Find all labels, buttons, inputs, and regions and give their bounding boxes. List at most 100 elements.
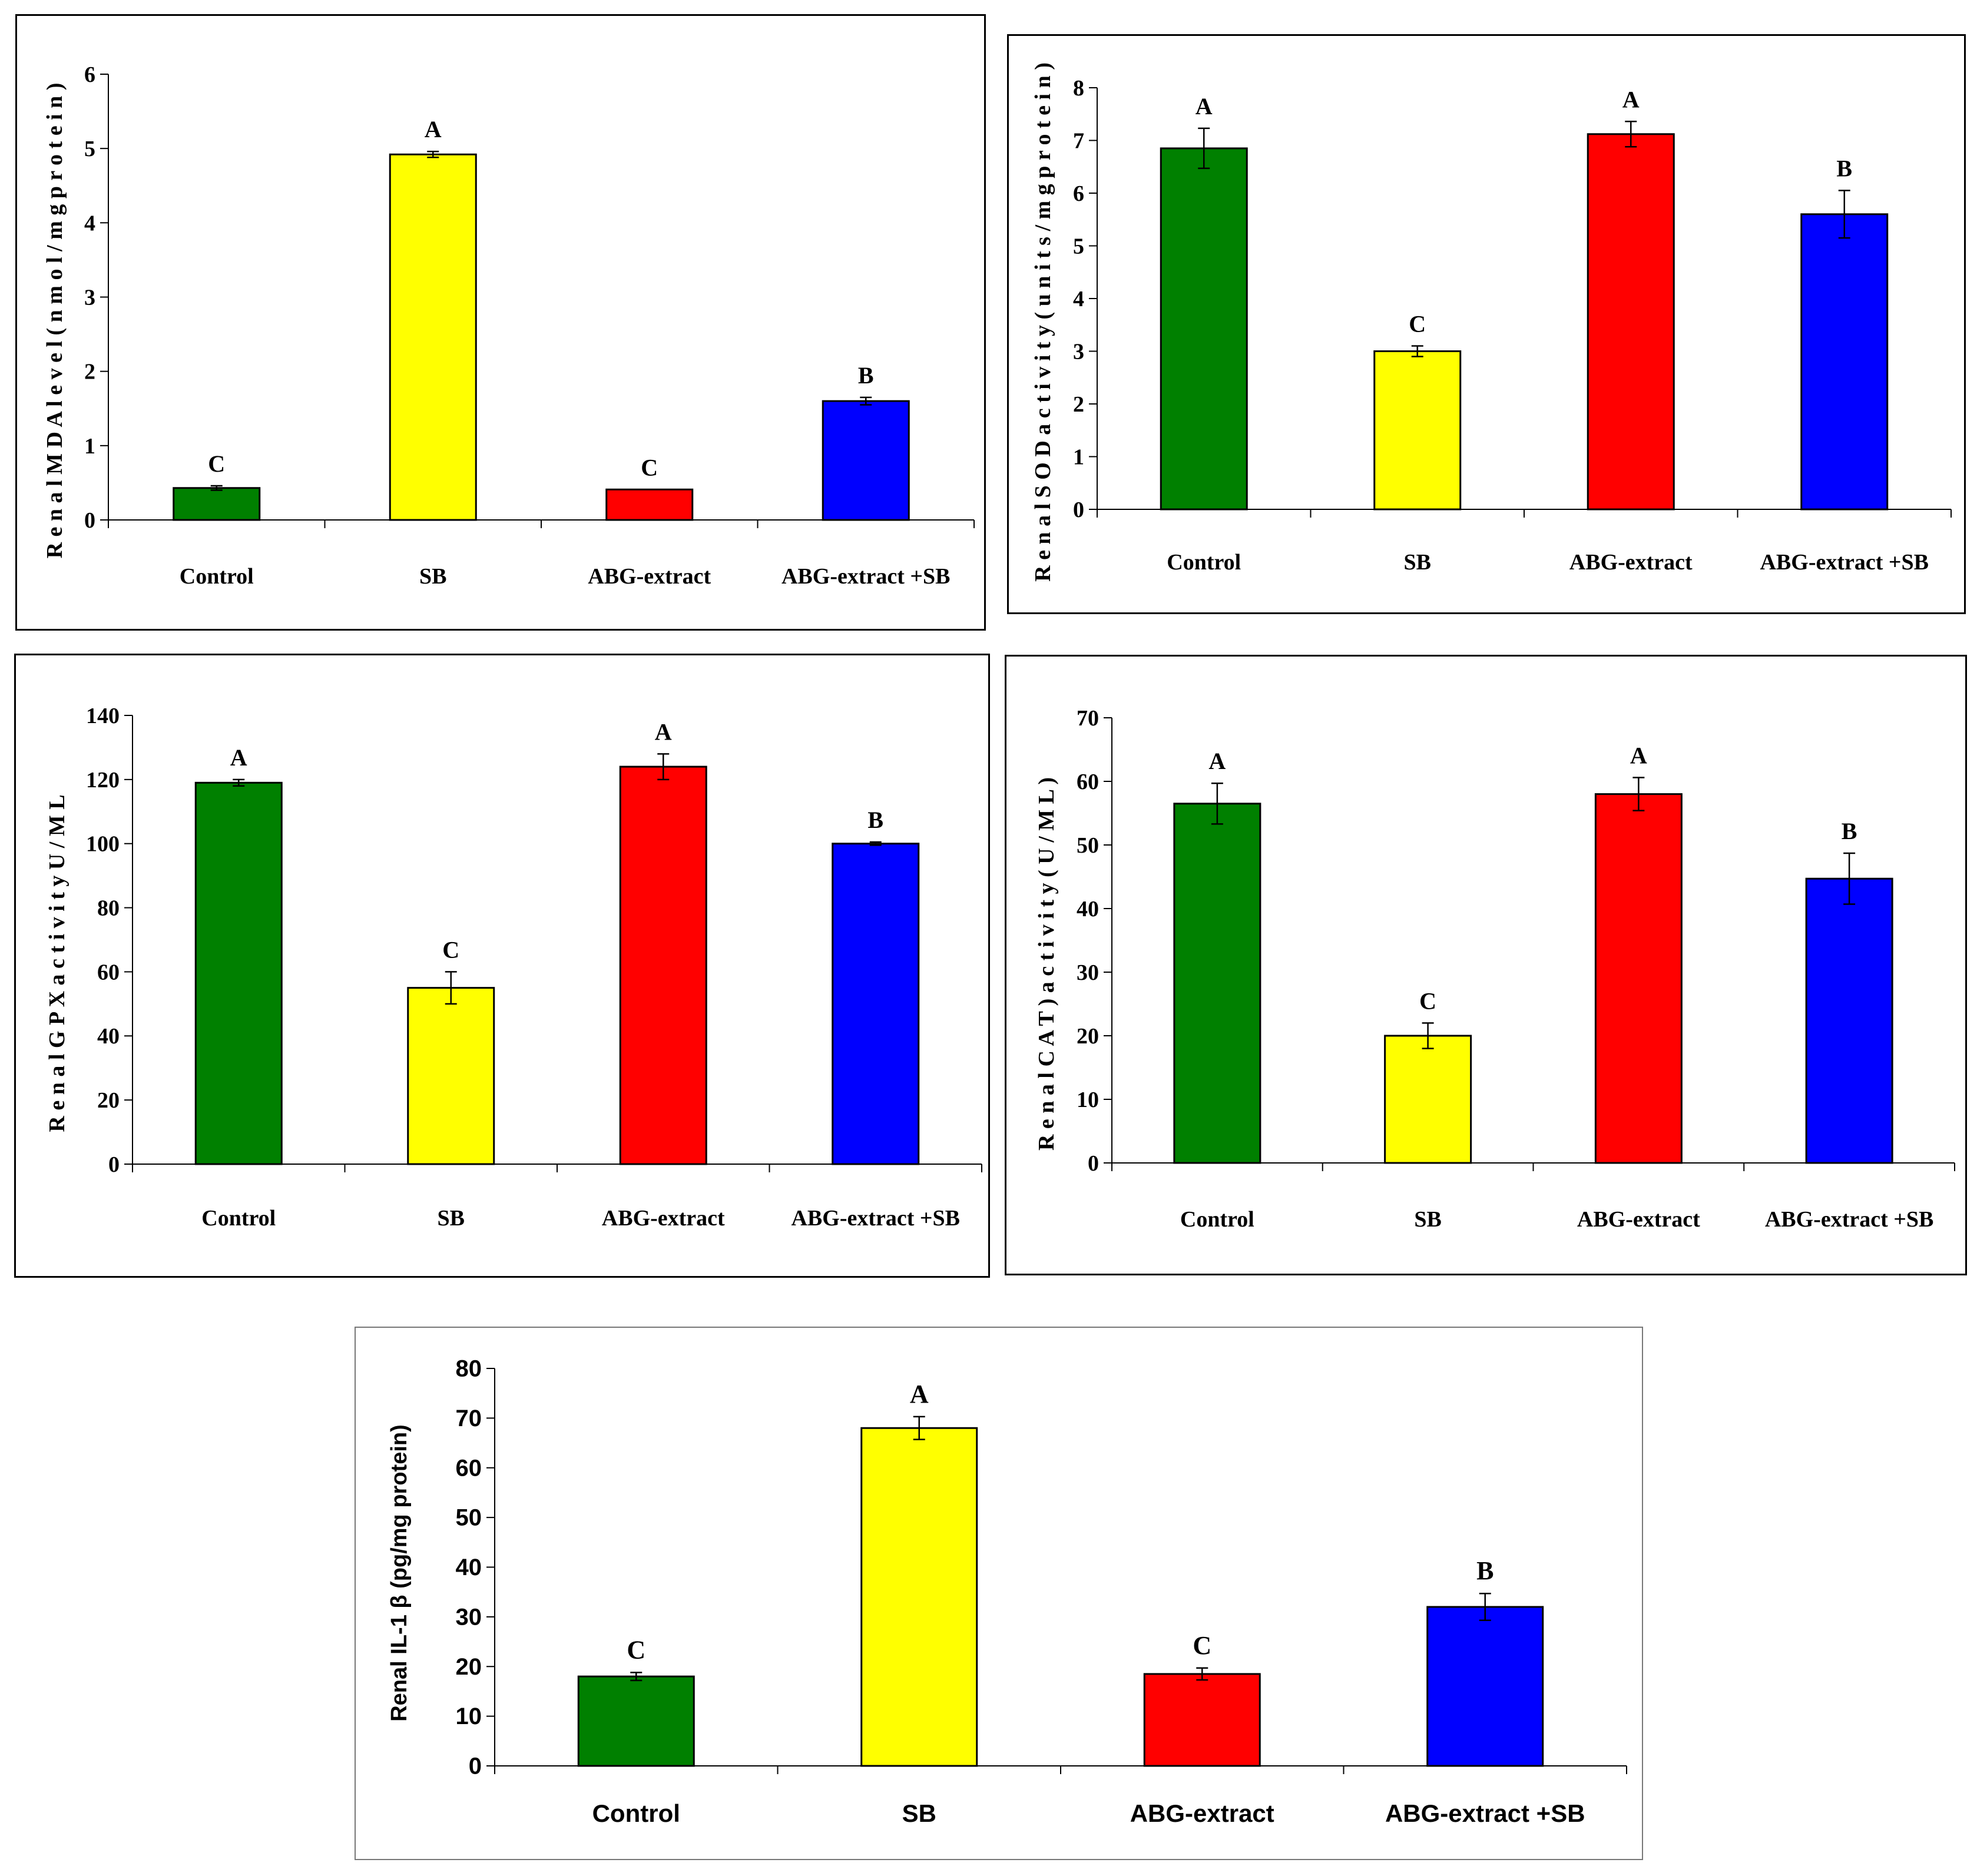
significance-letter: B bbox=[1842, 818, 1857, 844]
category-label: Control bbox=[592, 1799, 680, 1827]
bar-abg-extract bbox=[1143, 1673, 1261, 1767]
category-label: ABG-extract bbox=[602, 1206, 725, 1231]
significance-letter: A bbox=[1630, 743, 1647, 769]
category-label: ABG-extract +SB bbox=[791, 1206, 960, 1231]
category-label: Control bbox=[180, 564, 254, 589]
y-tick-label: 0 bbox=[1073, 498, 1084, 522]
category-label: SB bbox=[1414, 1207, 1441, 1232]
y-tick-label: 0 bbox=[1088, 1151, 1099, 1176]
y-tick-label: 6 bbox=[1073, 181, 1084, 206]
y-tick-label: 10 bbox=[1077, 1088, 1099, 1112]
significance-letter: C bbox=[1419, 987, 1436, 1014]
y-tick-label: 2 bbox=[1073, 392, 1084, 417]
bar-control bbox=[577, 1675, 695, 1767]
category-label: SB bbox=[419, 564, 446, 589]
significance-letter: A bbox=[1208, 748, 1226, 774]
bar-sb bbox=[389, 153, 477, 521]
significance-letter: A bbox=[425, 116, 442, 142]
category-label: ABG-extract bbox=[1577, 1207, 1700, 1232]
chart-mda: 0 1 2 3 4 5 6 C Control A SB C ABG-extract B ABG-extra… bbox=[42, 62, 975, 589]
chart-panel-mda: 0 1 2 3 4 5 6 C Control A SB C ABG-extract B ABG-extra… bbox=[15, 14, 986, 631]
y-tick-label: 0 bbox=[108, 1152, 120, 1177]
chart-gpx: 0 20 40 60 80 100 120 140 A Control C SB A ABG-extrac… bbox=[45, 704, 982, 1231]
y-axis-title: Renal IL-1 β (pg/mg protein) bbox=[387, 1424, 412, 1722]
y-tick-label: 1 bbox=[1073, 445, 1084, 469]
y-axis-title: R e n a l M D A l e v e l ( n m o l / m … bbox=[42, 83, 67, 559]
significance-letter: C bbox=[627, 1635, 645, 1664]
significance-letter: C bbox=[1193, 1631, 1211, 1660]
y-tick-label: 50 bbox=[456, 1505, 482, 1531]
significance-letter: B bbox=[1476, 1556, 1493, 1585]
y-axis-title: R e n a l C A T ) a c t i v i t y ( U / … bbox=[1034, 777, 1059, 1151]
y-tick-label: 140 bbox=[86, 704, 120, 728]
bar-abg-extract-sb bbox=[822, 400, 910, 521]
significance-letter: C bbox=[641, 454, 658, 480]
significance-letter: B bbox=[858, 362, 874, 389]
y-tick-label: 20 bbox=[97, 1088, 120, 1113]
bar-control bbox=[1173, 803, 1261, 1164]
chart-panel-il1b: 0 10 20 30 40 50 60 70 80 C Control A SB C ABG-extract… bbox=[355, 1327, 1643, 1860]
bar-abg-extract bbox=[605, 488, 694, 521]
category-label: SB bbox=[902, 1799, 936, 1827]
y-tick-label: 40 bbox=[1077, 897, 1099, 922]
significance-letter: B bbox=[1836, 155, 1852, 182]
chart-panel-sod: 0 1 2 3 4 5 6 7 8 A Control C SB A ABG-extract B ABG-ext… bbox=[1007, 34, 1966, 614]
significance-letter: A bbox=[1622, 86, 1640, 112]
y-tick-label: 4 bbox=[84, 211, 95, 236]
y-tick-label: 80 bbox=[456, 1356, 482, 1382]
y-tick-label: 30 bbox=[1077, 960, 1099, 985]
significance-letter: C bbox=[1409, 311, 1426, 337]
significance-letter: B bbox=[867, 807, 883, 833]
bar-control bbox=[194, 781, 283, 1165]
category-label: ABG-extract bbox=[588, 564, 711, 589]
bar-abg-extract-sb bbox=[1426, 1606, 1544, 1767]
y-tick-label: 60 bbox=[97, 960, 120, 985]
significance-letter: A bbox=[1196, 93, 1213, 120]
y-axis-title: R e n a l G P X a c t i v i t y U / M L bbox=[45, 794, 69, 1132]
bar-abg-extract bbox=[1594, 793, 1683, 1164]
significance-letter: C bbox=[442, 936, 459, 963]
category-label: ABG-extract +SB bbox=[1765, 1207, 1934, 1232]
category-label: ABG-extract bbox=[1130, 1799, 1274, 1827]
y-tick-label: 20 bbox=[1077, 1024, 1099, 1049]
category-label: ABG-extract +SB bbox=[781, 564, 951, 589]
category-label: ABG-extract bbox=[1569, 550, 1693, 575]
y-tick-label: 10 bbox=[456, 1703, 482, 1729]
y-tick-label: 3 bbox=[84, 285, 95, 310]
y-tick-label: 50 bbox=[1077, 833, 1099, 858]
chart-sod: 0 1 2 3 4 5 6 7 8 A Control C SB A ABG-extract B ABG-ext… bbox=[1031, 62, 1952, 582]
significance-letter: A bbox=[655, 718, 672, 745]
bar-abg-extract bbox=[619, 765, 707, 1165]
y-tick-label: 8 bbox=[1073, 76, 1084, 101]
category-label: Control bbox=[201, 1206, 276, 1231]
y-tick-label: 60 bbox=[1077, 770, 1099, 794]
bar-sb bbox=[1373, 350, 1462, 511]
chart-panel-cat: 0 10 20 30 40 50 60 70 A Control C SB A ABG-extract B A… bbox=[1005, 655, 1967, 1275]
y-tick-label: 40 bbox=[456, 1555, 482, 1580]
y-tick-label: 4 bbox=[1073, 287, 1084, 311]
y-tick-label: 70 bbox=[1077, 706, 1099, 731]
category-label: Control bbox=[1180, 1207, 1254, 1232]
chart-cat: 0 10 20 30 40 50 60 70 A Control C SB A ABG-extract B A… bbox=[1034, 706, 1955, 1232]
bar-abg-extract-sb bbox=[832, 843, 920, 1165]
y-tick-label: 30 bbox=[456, 1604, 482, 1630]
chart-panel-gpx: 0 20 40 60 80 100 120 140 A Control C SB A ABG-extrac… bbox=[14, 654, 990, 1278]
significance-letter: A bbox=[230, 744, 247, 771]
y-tick-label: 1 bbox=[84, 434, 95, 459]
bar-control bbox=[1160, 147, 1248, 511]
y-tick-label: 0 bbox=[84, 508, 95, 533]
significance-letter: A bbox=[910, 1380, 929, 1408]
y-tick-label: 60 bbox=[456, 1455, 482, 1481]
bar-sb bbox=[860, 1427, 978, 1767]
chart-il1b: 0 10 20 30 40 50 60 70 80 C Control A SB C ABG-extract… bbox=[387, 1356, 1627, 1827]
y-tick-label: 100 bbox=[86, 832, 120, 857]
y-tick-label: 2 bbox=[84, 360, 95, 385]
bar-sb bbox=[1384, 1035, 1472, 1164]
y-tick-label: 0 bbox=[469, 1754, 482, 1779]
category-label: ABG-extract +SB bbox=[1385, 1799, 1585, 1827]
y-tick-label: 7 bbox=[1073, 128, 1084, 153]
y-tick-label: 40 bbox=[97, 1024, 120, 1049]
category-label: ABG-extract +SB bbox=[1760, 550, 1929, 575]
category-label: SB bbox=[1404, 550, 1431, 575]
y-tick-label: 5 bbox=[1073, 234, 1084, 258]
